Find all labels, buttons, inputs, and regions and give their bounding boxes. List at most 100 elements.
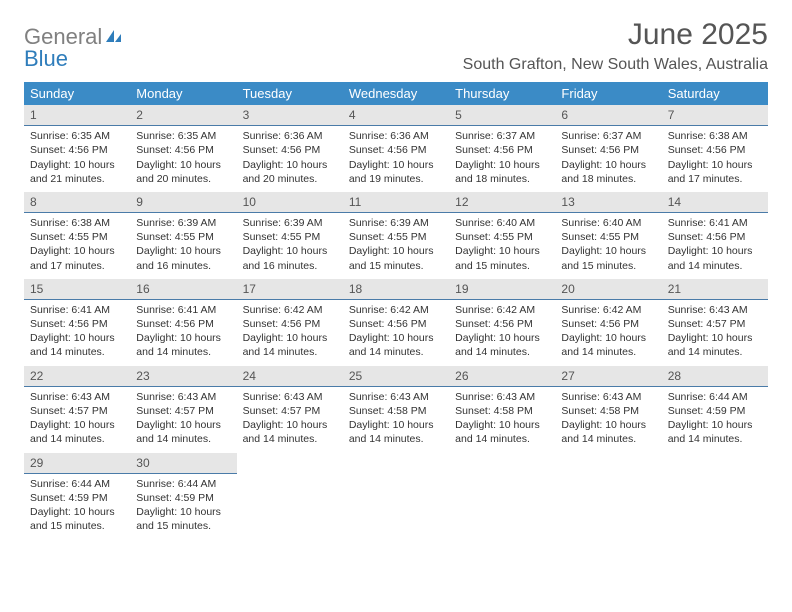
day-number: 4: [343, 105, 449, 126]
day-number: 12: [449, 192, 555, 213]
sunset-text: Sunset: 4:56 PM: [243, 143, 337, 157]
day-cell: 22Sunrise: 6:43 AMSunset: 4:57 PMDayligh…: [24, 366, 130, 453]
day-cell: 12Sunrise: 6:40 AMSunset: 4:55 PMDayligh…: [449, 192, 555, 279]
daylight-text: and 21 minutes.: [30, 172, 124, 186]
sunset-text: Sunset: 4:56 PM: [455, 143, 549, 157]
day-number: 20: [555, 279, 661, 300]
daylight-text: Daylight: 10 hours: [668, 331, 762, 345]
day-number: 27: [555, 366, 661, 387]
sunset-text: Sunset: 4:55 PM: [349, 230, 443, 244]
daylight-text: and 14 minutes.: [136, 345, 230, 359]
daylight-text: and 16 minutes.: [243, 259, 337, 273]
daylight-text: Daylight: 10 hours: [455, 158, 549, 172]
daylight-text: Daylight: 10 hours: [455, 244, 549, 258]
day-number: 8: [24, 192, 130, 213]
week-row: 29Sunrise: 6:44 AMSunset: 4:59 PMDayligh…: [24, 453, 768, 540]
weekday-header: Sunday Monday Tuesday Wednesday Thursday…: [24, 82, 768, 105]
day-cell: 25Sunrise: 6:43 AMSunset: 4:58 PMDayligh…: [343, 366, 449, 453]
sunset-text: Sunset: 4:56 PM: [349, 317, 443, 331]
daylight-text: Daylight: 10 hours: [668, 418, 762, 432]
daylight-text: Daylight: 10 hours: [455, 418, 549, 432]
sunrise-text: Sunrise: 6:41 AM: [668, 216, 762, 230]
daylight-text: and 20 minutes.: [136, 172, 230, 186]
daylight-text: Daylight: 10 hours: [561, 418, 655, 432]
weekday-mon: Monday: [130, 82, 236, 105]
title-block: June 2025 South Grafton, New South Wales…: [463, 18, 768, 74]
weeks-container: 1Sunrise: 6:35 AMSunset: 4:56 PMDaylight…: [24, 105, 768, 539]
day-number: 3: [237, 105, 343, 126]
daylight-text: Daylight: 10 hours: [668, 244, 762, 258]
day-cell: 30Sunrise: 6:44 AMSunset: 4:59 PMDayligh…: [130, 453, 236, 540]
daylight-text: and 14 minutes.: [561, 432, 655, 446]
daylight-text: and 14 minutes.: [349, 432, 443, 446]
sunset-text: Sunset: 4:56 PM: [243, 317, 337, 331]
sunset-text: Sunset: 4:55 PM: [561, 230, 655, 244]
sunrise-text: Sunrise: 6:36 AM: [243, 129, 337, 143]
day-cell: 11Sunrise: 6:39 AMSunset: 4:55 PMDayligh…: [343, 192, 449, 279]
day-number: 5: [449, 105, 555, 126]
sunrise-text: Sunrise: 6:38 AM: [668, 129, 762, 143]
sunset-text: Sunset: 4:59 PM: [668, 404, 762, 418]
day-number: 10: [237, 192, 343, 213]
day-cell: 2Sunrise: 6:35 AMSunset: 4:56 PMDaylight…: [130, 105, 236, 192]
daylight-text: Daylight: 10 hours: [30, 331, 124, 345]
daylight-text: Daylight: 10 hours: [455, 331, 549, 345]
location: South Grafton, New South Wales, Australi…: [463, 56, 768, 74]
month-title: June 2025: [463, 18, 768, 52]
sunset-text: Sunset: 4:57 PM: [30, 404, 124, 418]
sunrise-text: Sunrise: 6:38 AM: [30, 216, 124, 230]
daylight-text: Daylight: 10 hours: [561, 244, 655, 258]
day-cell: [343, 453, 449, 540]
sunset-text: Sunset: 4:59 PM: [30, 491, 124, 505]
sunrise-text: Sunrise: 6:40 AM: [455, 216, 549, 230]
day-cell: 27Sunrise: 6:43 AMSunset: 4:58 PMDayligh…: [555, 366, 661, 453]
sunrise-text: Sunrise: 6:39 AM: [136, 216, 230, 230]
sunrise-text: Sunrise: 6:42 AM: [349, 303, 443, 317]
daylight-text: Daylight: 10 hours: [243, 158, 337, 172]
daylight-text: Daylight: 10 hours: [243, 244, 337, 258]
logo-text: General Blue: [24, 26, 124, 70]
day-cell: [662, 453, 768, 540]
day-number: 9: [130, 192, 236, 213]
day-cell: 16Sunrise: 6:41 AMSunset: 4:56 PMDayligh…: [130, 279, 236, 366]
day-cell: 18Sunrise: 6:42 AMSunset: 4:56 PMDayligh…: [343, 279, 449, 366]
daylight-text: and 17 minutes.: [668, 172, 762, 186]
logo-word2: Blue: [24, 46, 68, 71]
daylight-text: and 15 minutes.: [561, 259, 655, 273]
sunset-text: Sunset: 4:56 PM: [30, 317, 124, 331]
daylight-text: Daylight: 10 hours: [136, 505, 230, 519]
daylight-text: and 14 minutes.: [668, 432, 762, 446]
sunset-text: Sunset: 4:57 PM: [668, 317, 762, 331]
logo-sail-icon: [104, 26, 124, 48]
sunset-text: Sunset: 4:56 PM: [561, 317, 655, 331]
day-cell: 5Sunrise: 6:37 AMSunset: 4:56 PMDaylight…: [449, 105, 555, 192]
sunrise-text: Sunrise: 6:39 AM: [243, 216, 337, 230]
daylight-text: Daylight: 10 hours: [136, 158, 230, 172]
weekday-tue: Tuesday: [237, 82, 343, 105]
sunset-text: Sunset: 4:59 PM: [136, 491, 230, 505]
daylight-text: Daylight: 10 hours: [561, 158, 655, 172]
day-cell: 21Sunrise: 6:43 AMSunset: 4:57 PMDayligh…: [662, 279, 768, 366]
daylight-text: Daylight: 10 hours: [30, 418, 124, 432]
day-cell: 1Sunrise: 6:35 AMSunset: 4:56 PMDaylight…: [24, 105, 130, 192]
day-cell: 7Sunrise: 6:38 AMSunset: 4:56 PMDaylight…: [662, 105, 768, 192]
daylight-text: Daylight: 10 hours: [136, 331, 230, 345]
day-cell: 4Sunrise: 6:36 AMSunset: 4:56 PMDaylight…: [343, 105, 449, 192]
day-cell: 20Sunrise: 6:42 AMSunset: 4:56 PMDayligh…: [555, 279, 661, 366]
daylight-text: and 14 minutes.: [136, 432, 230, 446]
daylight-text: Daylight: 10 hours: [136, 418, 230, 432]
daylight-text: Daylight: 10 hours: [30, 244, 124, 258]
week-row: 15Sunrise: 6:41 AMSunset: 4:56 PMDayligh…: [24, 279, 768, 366]
sunrise-text: Sunrise: 6:40 AM: [561, 216, 655, 230]
daylight-text: and 15 minutes.: [455, 259, 549, 273]
week-row: 22Sunrise: 6:43 AMSunset: 4:57 PMDayligh…: [24, 366, 768, 453]
day-number: 30: [130, 453, 236, 474]
day-number: 26: [449, 366, 555, 387]
day-cell: 9Sunrise: 6:39 AMSunset: 4:55 PMDaylight…: [130, 192, 236, 279]
sunrise-text: Sunrise: 6:43 AM: [561, 390, 655, 404]
weekday-fri: Friday: [555, 82, 661, 105]
day-number: 19: [449, 279, 555, 300]
weekday-sun: Sunday: [24, 82, 130, 105]
daylight-text: and 18 minutes.: [455, 172, 549, 186]
sunset-text: Sunset: 4:55 PM: [243, 230, 337, 244]
